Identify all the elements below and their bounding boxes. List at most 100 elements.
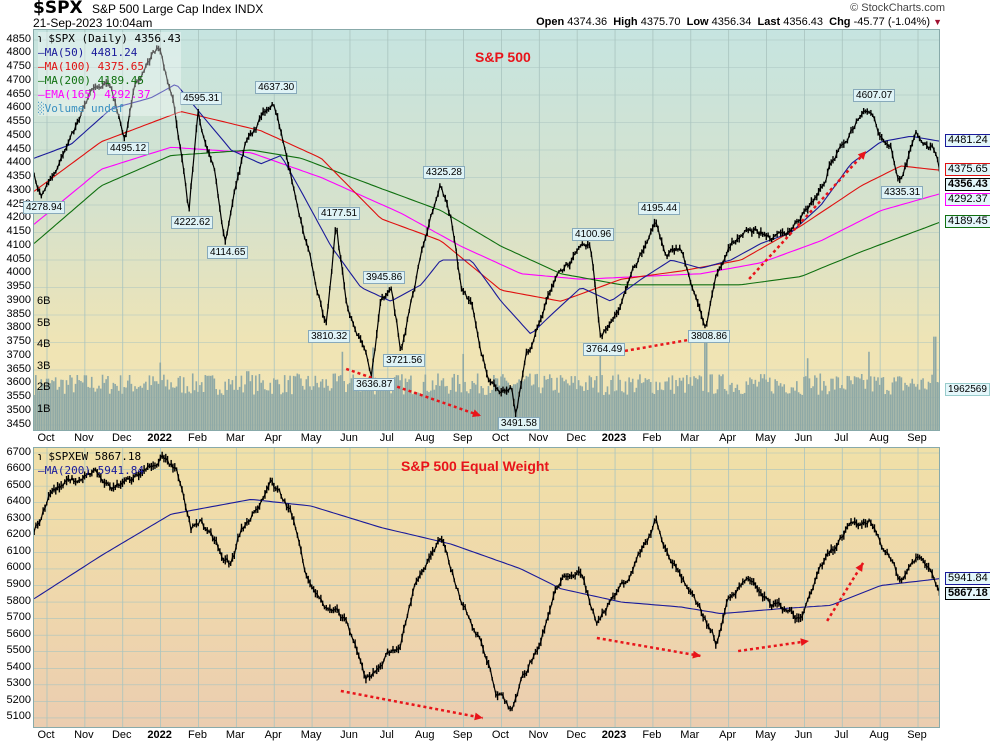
volume-bar [801, 394, 804, 430]
x-axis-label-Mar: Mar [680, 432, 700, 444]
legend-ma200: —MA(200) 5941.84 [38, 464, 144, 477]
volume-bar [67, 384, 70, 430]
volume-bar [374, 394, 376, 430]
y-tick-label: 4850 [6, 32, 31, 45]
volume-bar [332, 373, 335, 430]
volume-bar [426, 390, 428, 430]
volume-bar [148, 375, 151, 430]
volume-bar [112, 382, 115, 430]
x-axis-label-Mar: Mar [680, 729, 700, 741]
volume-bar [368, 378, 371, 430]
volume-bar [920, 379, 923, 430]
volume-bar [433, 389, 436, 430]
x-axis-label-Sep: Sep [452, 729, 473, 741]
volume-bar [788, 393, 791, 430]
volume-bar [507, 382, 510, 430]
volume-bar [871, 391, 874, 430]
volume-bar [624, 381, 627, 430]
volume-bar [846, 375, 849, 430]
volume-bar [635, 387, 638, 430]
volume-bar [134, 386, 136, 430]
volume-bar [361, 380, 364, 430]
volume-bar [103, 382, 106, 430]
volume-bar [619, 379, 621, 430]
volume-bar [761, 378, 764, 430]
volume-bar [238, 386, 241, 430]
spx-plot [34, 30, 939, 430]
price-annotation: 4637.30 [255, 80, 298, 94]
volume-bar [682, 377, 685, 430]
volume-bar [413, 392, 416, 430]
volume-bar [319, 381, 322, 430]
volume-bar [244, 384, 246, 430]
x-axis-label-2023: 2023 [601, 729, 627, 741]
y-tick-label: 4050 [6, 252, 31, 265]
volume-bar [493, 375, 495, 430]
y-tick-label: 5900 [6, 577, 31, 590]
chg-value: -45.77 (-1.04%) [853, 16, 931, 28]
volume-bar [565, 379, 567, 430]
volume-bar [260, 382, 263, 430]
volume-bar [653, 393, 656, 430]
volume-bar [897, 376, 899, 430]
ma100-last-value: 4375.65 [945, 163, 990, 177]
volume-bar [741, 394, 744, 430]
volume-bar [215, 389, 217, 430]
volume-bar [613, 391, 616, 430]
volume-bar [480, 386, 483, 430]
volume-bar [489, 392, 492, 430]
volume-bar [750, 379, 753, 430]
volume-bar [253, 394, 255, 430]
volume-bar [388, 385, 391, 430]
volume-bar [370, 387, 373, 430]
volume-bar [164, 386, 167, 430]
volume-bar [58, 386, 61, 430]
x-axis-label-Feb: Feb [187, 432, 207, 444]
legend-ema165: —EMA(165) 4292.37 [38, 88, 181, 102]
arrow-head [472, 409, 481, 417]
y-tick-label: 5600 [6, 627, 31, 640]
volume-bar [839, 388, 841, 430]
volume-axis-label: 3B [37, 359, 51, 372]
volume-bar [705, 332, 708, 430]
x-axis-label-Aug: Aug [414, 729, 435, 741]
y-tick-label: 4500 [6, 128, 31, 141]
volume-bar [74, 383, 77, 430]
volume-bar [904, 382, 906, 430]
volume-bar [718, 374, 721, 430]
volume-bar [193, 390, 196, 430]
volume-bar [249, 381, 252, 430]
volume-bar [217, 394, 219, 430]
volume-bar [851, 384, 854, 430]
volume-bar [819, 373, 822, 430]
spx-panel[interactable]: ℩ $SPX (Daily) 4356.43 —MA(50) 4481.24 —… [33, 29, 940, 431]
volume-bar [496, 378, 499, 430]
volume-bar [779, 383, 782, 430]
volume-bar [366, 384, 369, 430]
volume-bar [815, 377, 818, 430]
x-axis-label-Apr: Apr [264, 729, 282, 741]
volume-bar [828, 391, 831, 430]
index-name: S&P 500 Large Cap Index INDX [92, 3, 263, 16]
spxew-panel[interactable]: ℩ $SPXEW 5867.18 —MA(200) 5941.84 S&P 50… [33, 447, 940, 728]
x-axis-label-Feb: Feb [642, 432, 662, 444]
volume-bar [404, 378, 407, 430]
price-annotation: 4335.31 [881, 185, 924, 199]
volume-bar [592, 387, 594, 430]
volume-bar [386, 380, 389, 430]
volume-bar [229, 384, 232, 430]
volume-bar [615, 390, 618, 430]
volume-bar [626, 394, 629, 430]
volume-bar [916, 384, 919, 430]
volume-bar [561, 377, 564, 430]
volume-bar [365, 382, 367, 430]
volume-bar [572, 382, 575, 430]
y-tick-label: 4700 [6, 73, 31, 86]
y-tick-label: 6200 [6, 528, 31, 541]
volume-bar [713, 393, 715, 430]
y-tick-label: 6300 [6, 511, 31, 524]
copyright[interactable]: © StockCharts.com [850, 2, 945, 14]
volume-bar [599, 343, 602, 430]
volume-bar [186, 386, 189, 430]
y-tick-label: 5100 [6, 710, 31, 723]
